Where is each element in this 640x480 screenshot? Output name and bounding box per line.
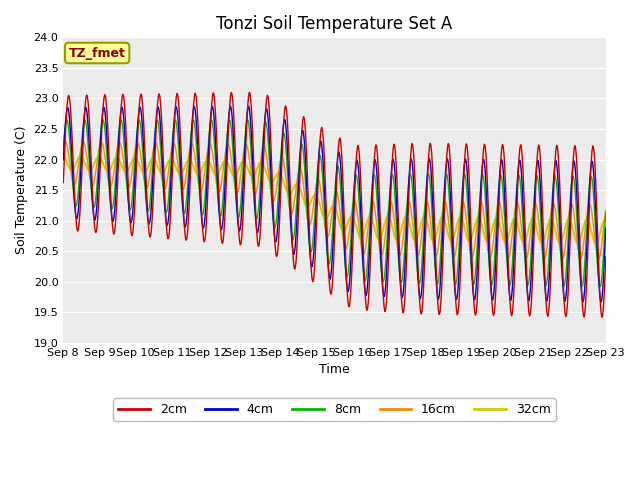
4cm — [380, 292, 387, 298]
Y-axis label: Soil Temperature (C): Soil Temperature (C) — [15, 126, 28, 254]
Line: 32cm: 32cm — [63, 156, 605, 244]
16cm — [179, 187, 187, 193]
32cm — [202, 158, 209, 164]
8cm — [380, 278, 387, 284]
16cm — [602, 207, 609, 213]
Legend: 2cm, 4cm, 8cm, 16cm, 32cm: 2cm, 4cm, 8cm, 16cm, 32cm — [113, 398, 556, 421]
Line: 16cm: 16cm — [63, 142, 605, 259]
32cm — [433, 232, 440, 238]
32cm — [592, 241, 600, 247]
8cm — [596, 284, 604, 289]
16cm — [327, 221, 335, 227]
2cm — [380, 296, 387, 301]
8cm — [60, 145, 67, 151]
4cm — [597, 299, 605, 305]
16cm — [203, 156, 211, 162]
16cm — [61, 139, 69, 144]
32cm — [60, 153, 67, 158]
Line: 4cm: 4cm — [63, 106, 605, 302]
2cm — [433, 284, 441, 290]
2cm — [246, 89, 253, 95]
32cm — [379, 228, 387, 234]
Line: 8cm: 8cm — [63, 120, 605, 287]
8cm — [203, 173, 211, 179]
16cm — [433, 252, 441, 257]
2cm — [202, 230, 209, 236]
32cm — [179, 169, 186, 175]
4cm — [602, 225, 609, 231]
32cm — [602, 217, 609, 223]
8cm — [63, 117, 71, 123]
2cm — [327, 291, 335, 297]
8cm — [553, 183, 561, 189]
8cm — [433, 280, 441, 286]
16cm — [380, 247, 387, 252]
4cm — [327, 274, 335, 279]
32cm — [326, 208, 334, 214]
Line: 2cm: 2cm — [63, 92, 605, 317]
8cm — [327, 253, 335, 259]
2cm — [179, 180, 186, 186]
2cm — [602, 254, 609, 260]
4cm — [433, 288, 441, 294]
Text: TZ_fmet: TZ_fmet — [68, 47, 125, 60]
16cm — [595, 256, 603, 262]
16cm — [60, 143, 67, 149]
8cm — [179, 206, 187, 212]
2cm — [553, 143, 561, 148]
4cm — [553, 161, 561, 167]
2cm — [60, 180, 67, 185]
16cm — [553, 217, 561, 223]
Title: Tonzi Soil Temperature Set A: Tonzi Soil Temperature Set A — [216, 15, 452, 33]
2cm — [598, 314, 606, 320]
4cm — [179, 196, 186, 202]
8cm — [602, 210, 609, 216]
32cm — [552, 231, 560, 237]
X-axis label: Time: Time — [319, 363, 350, 376]
4cm — [202, 205, 209, 211]
4cm — [244, 103, 252, 109]
4cm — [60, 157, 67, 163]
